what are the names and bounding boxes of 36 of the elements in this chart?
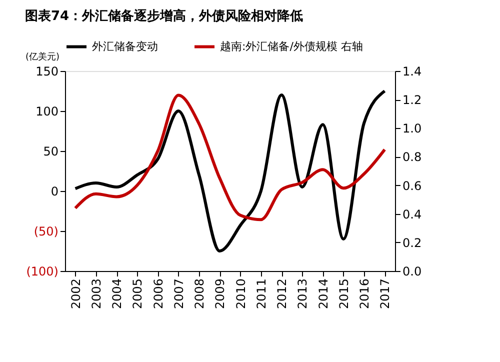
x-tick-label: 2014 — [316, 278, 330, 310]
y-tick-label: 100 — [36, 104, 58, 118]
y-tick-label: 150 — [36, 64, 58, 78]
legend-label: 越南:外汇储备/外债规模 右轴 — [220, 40, 363, 53]
y-axis-title: (亿美元) — [26, 52, 60, 62]
x-tick-label: 2006 — [151, 278, 166, 310]
chart-title: 图表74：外汇储备逐步增高，外债风险相对降低 — [25, 8, 304, 24]
legend-label: 外汇储备变动 — [92, 40, 158, 53]
y2-tick-label: 1.4 — [402, 64, 422, 78]
x-tick-label: 2011 — [254, 278, 268, 310]
y2-tick-label: 0.8 — [402, 150, 422, 164]
y-tick-label: 50 — [43, 144, 58, 158]
y2-tick-label: 0.6 — [402, 178, 422, 193]
x-tick-label: 2003 — [89, 278, 104, 310]
line-series — [74, 94, 386, 222]
line-series — [74, 90, 386, 252]
x-tick-label: 2005 — [130, 278, 145, 310]
x-tick-label: 2004 — [110, 278, 124, 310]
y2-tick-label: 1.0 — [402, 122, 422, 136]
x-tick-label: 2002 — [68, 278, 83, 310]
y-tick-label: 0 — [50, 184, 58, 198]
x-tick-label: 2009 — [213, 278, 228, 310]
x-tick-label: 2012 — [275, 278, 290, 310]
y2-tick-label: 0.4 — [402, 207, 422, 222]
x-tick-label: 2007 — [172, 278, 186, 310]
y-tick-label: (50) — [34, 224, 58, 238]
y2-tick-label: 0.2 — [402, 236, 422, 250]
x-tick-label: 2016 — [358, 278, 372, 310]
x-tick-label: 2010 — [234, 278, 248, 310]
y-tick-label: (100) — [26, 264, 58, 278]
x-tick-label: 2015 — [336, 278, 351, 310]
y2-tick-label: 0.0 — [402, 264, 422, 278]
x-tick-label: 2017 — [378, 278, 392, 310]
x-tick-label: 2008 — [192, 278, 207, 310]
x-tick-label: 2013 — [296, 278, 310, 310]
y2-tick-label: 1.2 — [402, 93, 422, 108]
